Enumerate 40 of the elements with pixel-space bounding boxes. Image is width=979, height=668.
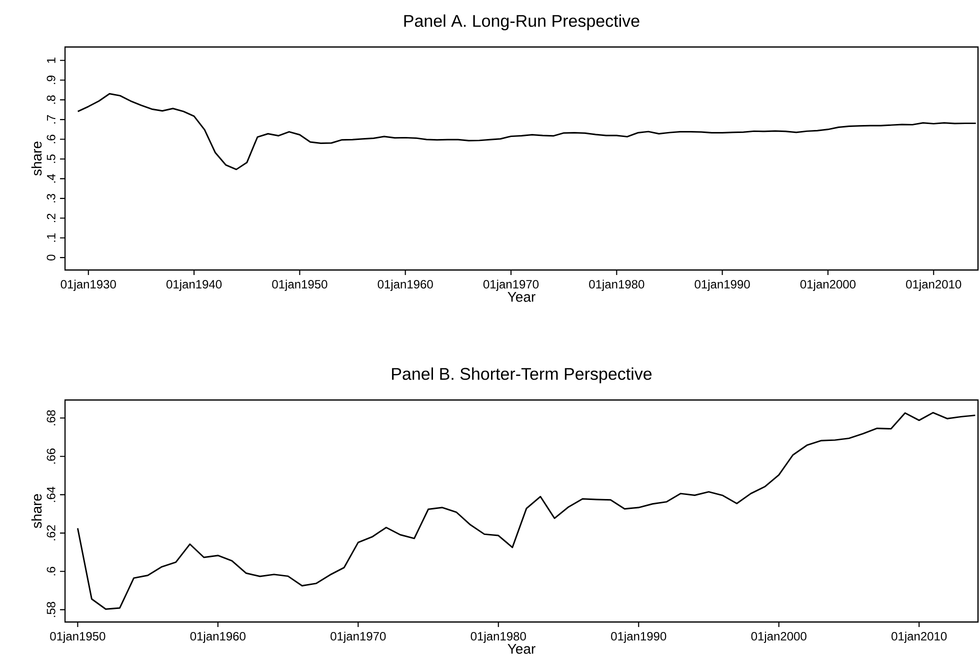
x-tick-label: 01jan2000 bbox=[751, 632, 806, 643]
x-tick-label: 01jan1950 bbox=[50, 632, 106, 643]
y-tick-label: .6 bbox=[46, 566, 56, 576]
x-axis-title: Year bbox=[508, 292, 536, 302]
y-tick-label: 1 bbox=[47, 58, 56, 63]
y-tick-label: .5 bbox=[46, 154, 56, 163]
chart-title: Panel A. Long-Run Prespective bbox=[404, 14, 640, 30]
x-tick-label: 01jan2000 bbox=[800, 280, 856, 291]
line-series bbox=[76, 412, 976, 610]
x-tick-label: 01jan1930 bbox=[60, 280, 116, 291]
x-tick-label: 01jan1960 bbox=[378, 280, 433, 291]
y-tick-label: .7 bbox=[47, 115, 56, 124]
x-tick-label: 01jan1970 bbox=[330, 632, 386, 643]
y-tick-label: .4 bbox=[47, 174, 56, 183]
y-tick-label: .9 bbox=[46, 76, 56, 84]
y-tick-label: .3 bbox=[46, 194, 56, 202]
y-axis-title: share bbox=[31, 142, 42, 176]
x-tick-label: 01jan1990 bbox=[611, 632, 666, 643]
y-tick-label: .62 bbox=[46, 525, 56, 540]
y-tick-label: 0 bbox=[46, 254, 56, 260]
y-tick-label: .58 bbox=[46, 602, 56, 617]
x-tick-label: 01jan2010 bbox=[892, 632, 947, 643]
x-tick-label: 01jan1970 bbox=[483, 280, 539, 291]
y-tick-label: .1 bbox=[47, 233, 56, 242]
y-tick-label: .2 bbox=[46, 214, 56, 222]
x-tick-label: 01jan1980 bbox=[589, 280, 644, 291]
x-tick-label: 01jan1990 bbox=[694, 280, 750, 291]
x-tick-label: 01jan1950 bbox=[272, 280, 328, 291]
y-tick-label: .8 bbox=[46, 95, 56, 104]
x-axis-title: Year bbox=[508, 644, 536, 654]
y-tick-label: .64 bbox=[46, 486, 56, 502]
x-tick-label: 01jan1960 bbox=[190, 632, 246, 643]
x-tick-label: 01jan1980 bbox=[470, 632, 526, 643]
x-tick-label: 01jan2010 bbox=[906, 280, 962, 291]
chart-title: Panel B. Shorter-Term Perspective bbox=[392, 367, 652, 384]
y-tick-label: .6 bbox=[46, 134, 56, 144]
y-axis-title: share bbox=[31, 494, 42, 528]
y-tick-label: .68 bbox=[46, 410, 56, 426]
x-tick-label: 01jan1940 bbox=[166, 280, 222, 291]
y-tick-label: .66 bbox=[46, 448, 56, 464]
